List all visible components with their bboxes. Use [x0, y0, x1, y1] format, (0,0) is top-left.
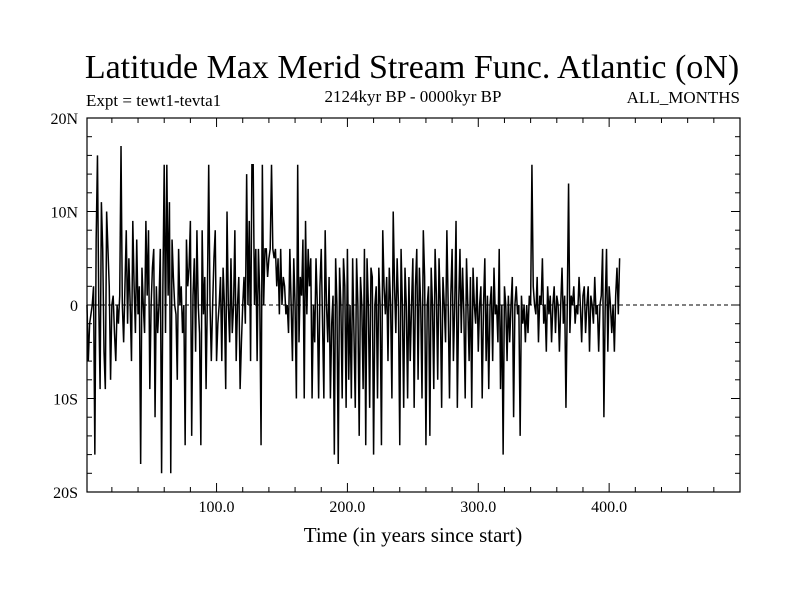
y-tick-label: 20N [50, 111, 78, 128]
series-group [86, 146, 621, 474]
x-tick-label: 100.0 [199, 499, 235, 516]
experiment-label: Expt = tewt1-tevta1 [86, 91, 221, 110]
months-label: ALL_MONTHS [627, 88, 740, 107]
x-tick-label: 400.0 [591, 499, 627, 516]
y-axis: 20N 10N 0 10S 20S [50, 111, 740, 502]
y-tick-label: 20S [53, 485, 78, 502]
y-tick-label: 10S [53, 392, 78, 409]
series-line-max_latitude [86, 146, 621, 474]
chart-title: Latitude Max Merid Stream Func. Atlantic… [85, 49, 739, 86]
x-axis: 100.0 200.0 300.0 400.0 [111, 118, 715, 516]
x-tick-label: 200.0 [329, 499, 365, 516]
x-tick-label: 300.0 [460, 499, 496, 516]
y-tick-label: 10N [50, 205, 78, 222]
time-range-label: 2124kyr BP - 0000kyr BP [325, 87, 502, 106]
x-axis-label: Time (in years since start) [304, 523, 523, 547]
y-tick-label: 0 [70, 298, 78, 315]
